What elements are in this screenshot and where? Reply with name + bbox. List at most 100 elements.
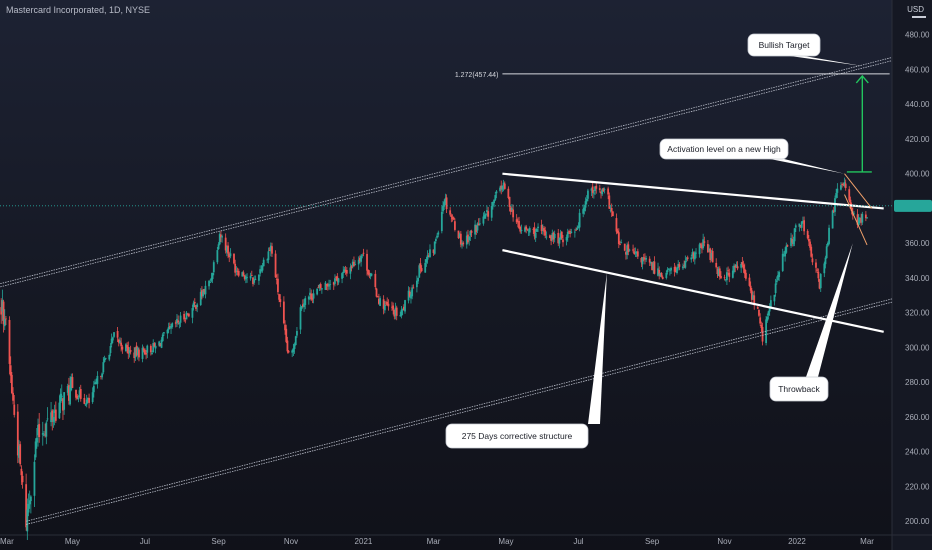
candle-body [794,225,797,228]
candle-body [864,214,867,219]
candle-body [393,309,396,317]
candle-body [756,306,759,309]
candle-body [2,301,5,325]
candle-body [63,392,66,410]
candle-body [465,235,468,245]
candle-body [394,307,397,316]
candle-body [653,261,656,274]
candle-body [336,276,339,282]
candle-body [691,252,694,256]
candle-body [668,270,671,272]
callout-pointer [770,159,845,174]
candle-body [120,342,123,347]
candle-body [853,213,855,215]
candle-body [601,189,604,195]
last-price-marker [894,199,932,212]
candle-body [427,255,430,257]
candle-body [583,207,586,211]
candle-body [221,236,224,238]
candle-body [608,195,611,209]
candle-body [293,344,296,349]
candle-body [201,290,203,297]
candle-body [482,216,485,224]
candle-body [0,307,3,315]
candle-body [312,293,315,299]
candle-body [1,300,4,312]
candle-body [828,227,830,244]
candle-body [227,245,229,254]
candle-body [28,500,31,505]
menu-icon[interactable] [912,16,926,18]
candle-body [16,411,19,456]
candle-body [77,397,80,400]
candle-body [576,227,579,230]
callout-box [659,138,789,160]
candle-body [657,268,659,276]
x-tick-label: 2021 [355,537,373,546]
candle-body [607,188,610,195]
x-tick-label: Nov [717,537,731,546]
candle-body [41,433,44,435]
candle-body [424,262,427,273]
candle-body [444,198,447,204]
candle-body [651,262,653,270]
candle-body [493,199,496,204]
candle-body [349,267,352,274]
candle-body [334,278,336,284]
candle-body [767,311,770,316]
candle-body [144,349,146,355]
candle-body [354,264,357,265]
candle-body [58,402,61,419]
candle-body [328,284,330,287]
y-tick-label: 280.00 [905,378,930,387]
candle-body [166,329,169,334]
candle-body [253,279,256,283]
candle-body [33,461,36,496]
candle-body [84,404,87,406]
candle-body [102,362,105,373]
candle-body [91,392,94,403]
candle-body [686,257,689,259]
candle-body [676,267,678,274]
candle-body [545,236,548,238]
candle-body [254,278,257,280]
candle-body [648,258,651,263]
candle-body [282,301,285,324]
candle-body [128,350,131,353]
candle-body [695,252,697,254]
candle-body [286,340,289,352]
candle-body [369,273,372,277]
candle-body [844,183,847,189]
y-tick-label: 340.00 [905,274,930,283]
candle-body [171,323,174,327]
candle-body [494,195,497,200]
candle-body [79,389,82,399]
candles-group [0,177,868,540]
candle-body [185,312,188,320]
candle-body [709,248,712,260]
candle-body [25,484,28,528]
candle-body [353,261,355,266]
candle-body [237,270,240,276]
candle-body [603,188,606,190]
candle-body [835,193,838,198]
candle-body [196,304,199,308]
candle-body [217,244,220,250]
candle-body [267,251,270,260]
candle-body [142,349,145,351]
candle-body [204,285,207,295]
candle-body [743,268,746,274]
candle-body [250,275,253,277]
candle-body [78,390,81,397]
candle-body [587,190,589,199]
candle-body [361,254,364,256]
candle-body [8,319,11,364]
candle-body [500,185,503,189]
candle-body [793,228,796,242]
candle-body [368,272,371,275]
candle-body [766,316,769,321]
candle-body [623,243,626,251]
candle-body [800,221,803,228]
